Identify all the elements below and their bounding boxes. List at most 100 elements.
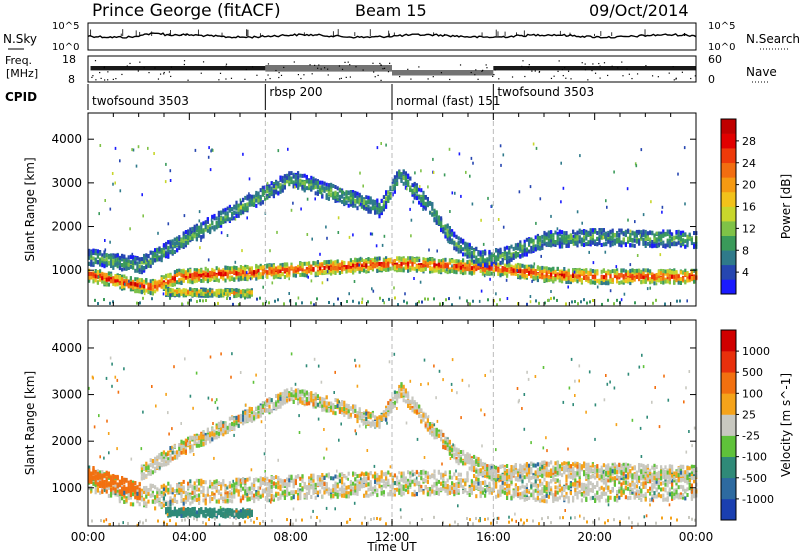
nave-dot bbox=[244, 78, 246, 80]
power-cell bbox=[305, 261, 308, 266]
power-cell bbox=[215, 221, 218, 225]
power-speck bbox=[211, 277, 213, 281]
power-cell bbox=[624, 229, 627, 234]
power-cell bbox=[202, 234, 205, 239]
power-speck bbox=[531, 239, 533, 243]
power-cell bbox=[319, 189, 322, 194]
power-cell bbox=[314, 185, 317, 189]
power-cell bbox=[629, 275, 632, 280]
velocity-cell bbox=[162, 496, 165, 501]
power-cell bbox=[473, 268, 476, 273]
power-cell bbox=[167, 283, 170, 288]
power-speck bbox=[266, 181, 269, 185]
power-cell bbox=[503, 271, 506, 276]
power-cell bbox=[541, 265, 544, 270]
nave-dot bbox=[380, 64, 382, 66]
power-cell bbox=[446, 265, 449, 269]
power-cell bbox=[541, 239, 544, 244]
power-cell bbox=[356, 206, 359, 211]
power-speck bbox=[487, 196, 489, 200]
power-cell bbox=[525, 264, 528, 269]
power-speck bbox=[271, 281, 274, 285]
nave-dot bbox=[561, 68, 564, 71]
velocity-cell bbox=[162, 498, 165, 503]
power-cell bbox=[101, 279, 104, 284]
nave-dot bbox=[303, 74, 305, 76]
power-cell bbox=[387, 190, 390, 195]
power-cell bbox=[424, 195, 427, 200]
power-speck bbox=[639, 233, 641, 237]
power-cell bbox=[420, 188, 423, 193]
velocity-cell bbox=[105, 486, 108, 491]
power-cell bbox=[193, 279, 196, 284]
power-cell bbox=[246, 265, 249, 269]
power-cell bbox=[565, 272, 568, 277]
power-speck bbox=[440, 259, 443, 263]
power-ground bbox=[550, 297, 552, 301]
power-cell bbox=[558, 229, 561, 234]
power-cell bbox=[292, 180, 295, 185]
power-speck bbox=[409, 207, 411, 211]
power-cell bbox=[418, 200, 421, 205]
power-cell bbox=[149, 286, 152, 291]
velocity-cell bbox=[162, 503, 165, 508]
power-speck bbox=[602, 235, 605, 239]
power-speck bbox=[246, 216, 248, 220]
power-cell bbox=[246, 194, 249, 199]
power-cell bbox=[147, 254, 150, 259]
power-cell bbox=[404, 185, 407, 190]
nave-dot bbox=[245, 68, 247, 71]
power-cell bbox=[644, 229, 647, 234]
power-cell bbox=[356, 199, 359, 204]
power-cell bbox=[492, 259, 495, 264]
power-cell bbox=[279, 175, 282, 180]
power-cell bbox=[358, 269, 361, 274]
power-speck bbox=[540, 254, 542, 258]
power-speck bbox=[573, 270, 576, 274]
power-cell bbox=[569, 233, 572, 238]
power-cell bbox=[237, 288, 240, 293]
power-cell bbox=[536, 233, 539, 238]
power-cell bbox=[440, 227, 443, 232]
power-cell bbox=[281, 184, 284, 189]
power-cell bbox=[393, 266, 396, 271]
power-cell bbox=[165, 291, 168, 296]
power-cell bbox=[189, 227, 192, 232]
power-cell bbox=[96, 254, 99, 259]
power-cell bbox=[671, 274, 674, 279]
power-cell bbox=[598, 238, 601, 243]
power-speck bbox=[234, 217, 237, 221]
power-cell bbox=[171, 277, 174, 282]
power-cell bbox=[182, 231, 185, 236]
power-cell bbox=[121, 257, 124, 262]
power-cell bbox=[112, 276, 115, 281]
power-cell bbox=[396, 268, 399, 273]
power-cell bbox=[127, 259, 130, 264]
power-cell bbox=[255, 195, 258, 200]
power-cell bbox=[464, 262, 467, 267]
power-cell bbox=[563, 270, 566, 275]
power-speck bbox=[661, 205, 664, 209]
velocity-cell bbox=[191, 484, 194, 489]
power-cell bbox=[635, 268, 638, 273]
power-cell bbox=[481, 250, 484, 255]
power-cell bbox=[237, 293, 240, 298]
power-cell bbox=[631, 243, 634, 248]
power-cell bbox=[501, 258, 504, 263]
power-cell bbox=[611, 228, 614, 233]
velocity-cell bbox=[193, 481, 196, 486]
power-cell bbox=[532, 238, 535, 243]
power-cell bbox=[129, 255, 132, 260]
velocity-cell bbox=[145, 494, 148, 499]
nave-dot bbox=[475, 69, 477, 71]
power-cell bbox=[160, 248, 163, 252]
power-cell bbox=[288, 178, 291, 183]
power-cell bbox=[528, 266, 531, 271]
power-cell bbox=[455, 234, 458, 239]
power-cell bbox=[244, 195, 247, 200]
power-cell bbox=[235, 214, 238, 218]
power-cell bbox=[297, 182, 300, 187]
power-cell bbox=[446, 237, 449, 242]
power-cell bbox=[473, 251, 476, 256]
power-cell bbox=[514, 246, 517, 250]
